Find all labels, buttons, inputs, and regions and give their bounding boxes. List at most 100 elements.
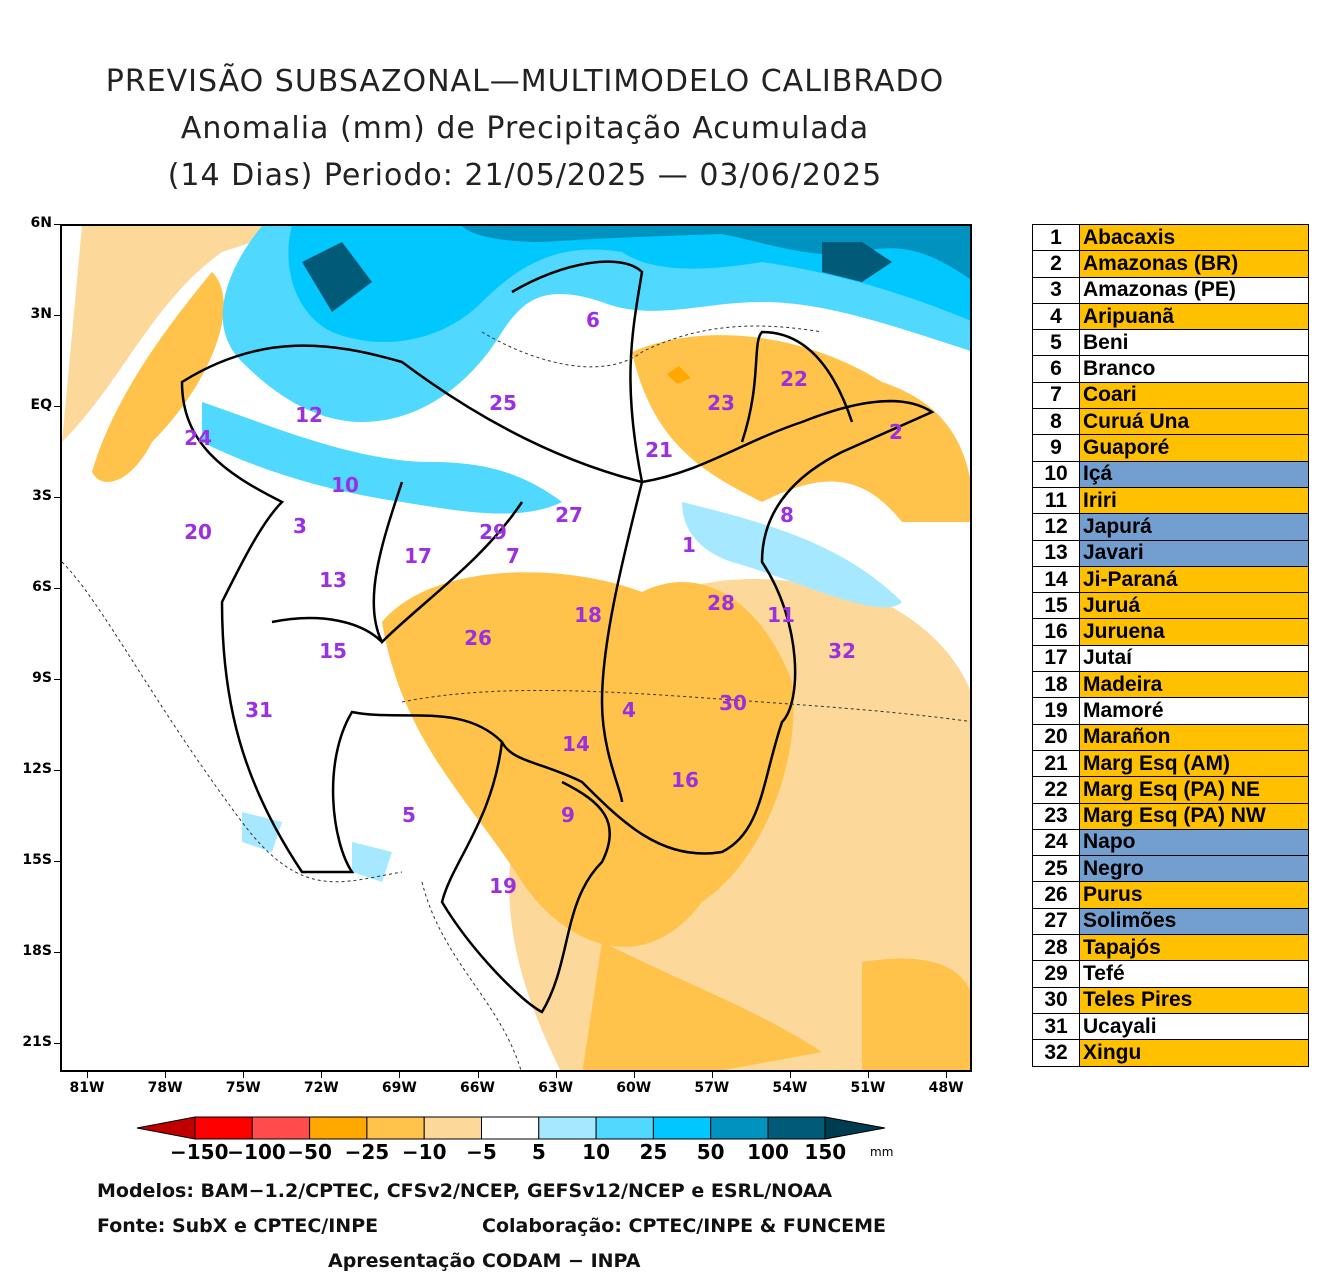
basin-number: 31 [1032,1012,1080,1041]
longitude-label: 60W [616,1080,652,1096]
basin-number: 16 [1032,618,1080,646]
basin-number-label: 25 [489,391,517,415]
basin-number-label: 28 [707,591,735,615]
legend-row: 10 Içá [1032,460,1309,488]
basin-name: Ji-Paraná [1079,565,1309,594]
longitude-label: 63W [538,1080,574,1096]
basin-name: Negro [1079,855,1309,883]
legend-row: 27 Solimões [1032,907,1309,936]
country-border [421,881,522,1070]
longitude-label: 72W [303,1080,339,1096]
basin-number-label: 6 [586,308,600,332]
basin-name: Juruá [1079,592,1309,620]
basin-number-label: 17 [404,544,432,568]
basin-number-label: 19 [489,874,517,898]
basin-name: Guaporé [1079,434,1309,462]
longitude-tick [789,1072,791,1078]
longitude-label: 66W [460,1080,495,1096]
latitude-tick [54,679,60,680]
colorbar-tick-label: −5 [466,1140,497,1164]
basin-number: 8 [1032,408,1080,436]
basin-number-label: 13 [319,568,347,592]
basin-number-label: 2 [889,420,903,444]
basin-number: 24 [1032,828,1080,857]
basin-number: 13 [1032,539,1080,567]
latitude-label: 6N [30,215,52,231]
basin-number-label: 16 [671,768,699,792]
basin-boundary [511,260,644,483]
longitude-tick [165,1072,167,1078]
anomaly-contour-area [682,502,902,608]
basin-name: Teles Pires [1079,986,1309,1014]
legend-row: 3 Amazonas (PE) [1032,276,1309,304]
title-line-3: (14 Dias) Periodo: 21/05/2025 — 03/06/20… [167,158,883,193]
basin-number-label: 26 [464,626,492,650]
longitude-tick [555,1072,557,1078]
latitude-label: 9S [32,670,52,686]
legend-row: 7 Coari [1032,381,1309,410]
basin-number: 27 [1032,907,1080,936]
legend-row: 11 Iriri [1032,486,1309,515]
legend-row: 18 Madeira [1032,671,1309,699]
basin-number-label: 3 [293,514,307,538]
anomaly-contour-area [862,958,970,1070]
colorbar-tick-label: 150 [804,1140,847,1164]
basin-name: Branco [1079,355,1309,383]
longitude-tick [243,1072,245,1078]
anomaly-contour-area [62,226,302,442]
basin-name: Curuá Una [1079,408,1309,436]
longitude-label: 81W [69,1080,105,1096]
basin-boundary [372,481,524,645]
legend-row: 32 Xingu [1032,1039,1309,1067]
footer-models: Modelos: BAM−1.2/CPTEC, CFSv2/NCEP, GEFS… [97,1180,833,1202]
basin-number-label: 31 [245,698,273,722]
colorbar-tick-label: −10 [401,1140,447,1164]
basin-number-label: 10 [331,473,359,497]
legend-row: 15 Juruá [1032,592,1309,620]
longitude-label: 57W [694,1080,730,1096]
basin-name: Aripuanã [1079,302,1309,331]
longitude-tick [477,1072,479,1078]
country-border [62,561,403,883]
basin-number: 5 [1032,329,1080,357]
basin-name: Xingu [1079,1039,1309,1067]
basin-number: 9 [1032,434,1080,462]
basin-number: 18 [1032,671,1080,699]
basin-name: Napo [1079,828,1309,857]
longitude-tick [87,1072,88,1078]
anomaly-contour-area [582,942,822,1070]
colorbar-swatch [366,1116,425,1140]
basin-number: 12 [1032,513,1080,541]
legend-row: 21 Marg Esq (AM) [1032,749,1309,778]
basin-name: Amazonas (BR) [1079,250,1309,278]
longitude-label: 78W [147,1080,183,1096]
legend-row: 8 Curuá Una [1032,408,1309,436]
longitude-tick [711,1072,713,1078]
colorbar-tick-label: 25 [639,1140,668,1164]
basin-number: 11 [1032,486,1080,515]
legend-row: 26 Purus [1032,881,1309,909]
basin-number: 23 [1032,802,1080,830]
colorbar-swatch [423,1116,483,1140]
basin-number: 10 [1032,460,1080,488]
basin-name: Coari [1079,381,1309,410]
anomaly-contour-area [462,226,970,280]
country-border [401,689,970,722]
legend-row: 5 Beni [1032,329,1309,357]
basin-number: 32 [1032,1039,1080,1067]
latitude-label: 18S [22,943,52,959]
legend-row: 28 Tapajós [1032,934,1309,962]
latitude-label: 6S [32,579,52,595]
colorbar-tick-label: −50 [287,1140,332,1164]
latitude-tick [54,861,60,862]
legend-row: 30 Teles Pires [1032,986,1309,1014]
legend-row: 29 Tefé [1032,960,1309,988]
basin-number: 4 [1032,302,1080,331]
longitude-label: 51W [850,1080,886,1096]
basin-number: 22 [1032,776,1080,804]
latitude-tick [54,315,60,316]
basin-number-label: 7 [506,544,520,568]
latitude-tick [54,1043,60,1044]
basin-name: Amazonas (PE) [1079,276,1309,304]
basin-number-label: 12 [295,403,323,427]
